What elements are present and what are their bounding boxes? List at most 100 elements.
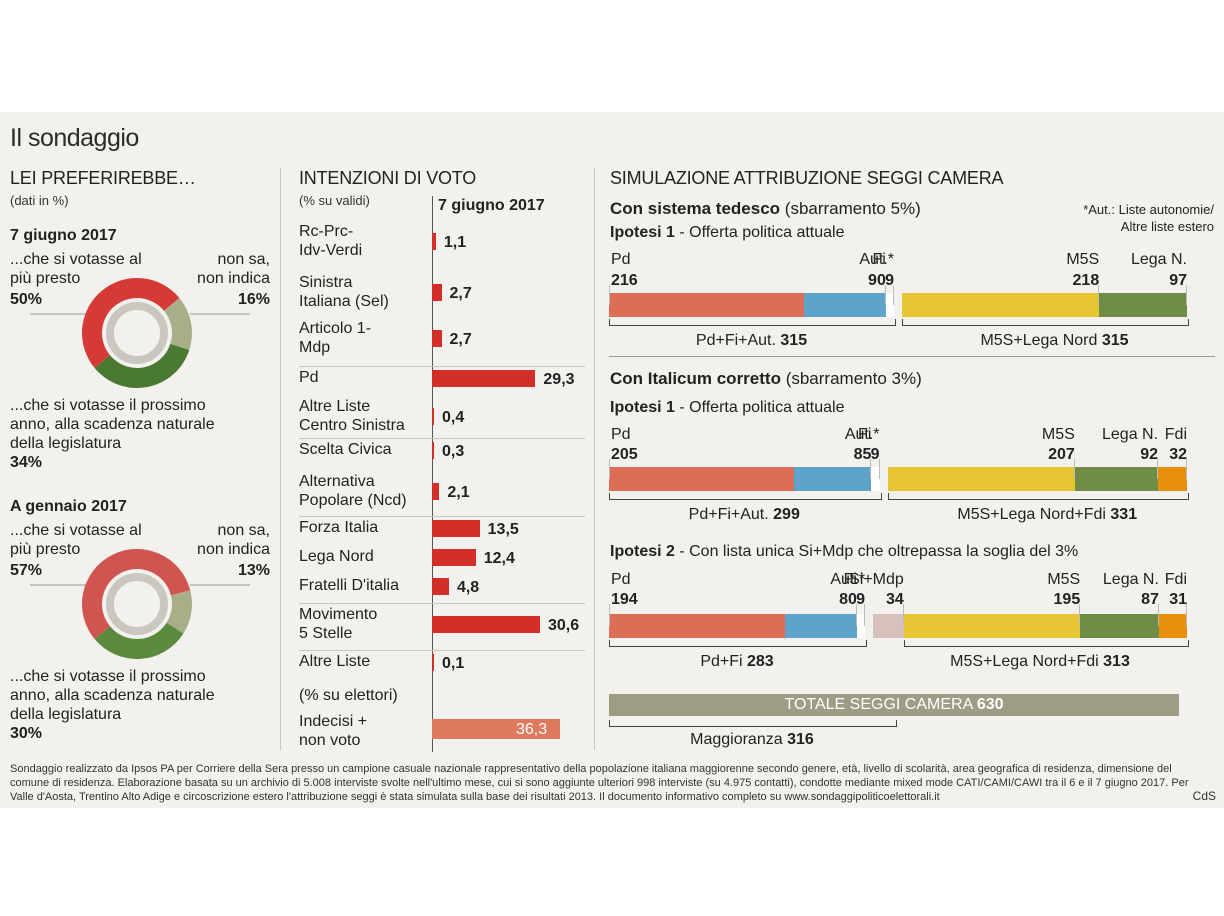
hypothesis: Ipotesi 1 - Offerta politica attuale [610, 224, 844, 242]
party-seats: 216 [611, 272, 638, 289]
party-seats: 80 [839, 591, 857, 608]
party-label: Pd [299, 368, 319, 387]
vote-bar [432, 233, 436, 250]
party-label-line: Centro Sinistra [299, 417, 405, 434]
vote-value: 13,5 [487, 521, 519, 538]
coalition-bracket-left [609, 493, 882, 500]
row-separator [299, 650, 585, 651]
column-divider-right [594, 168, 595, 750]
coalition-total-left: Pd+Fi 283 [700, 652, 773, 671]
party-label-line: Popolare (Ncd) [299, 492, 407, 509]
middle-subheading: (% su validi) [299, 193, 370, 208]
electoral-system: Con Italicum corretto (sbarramento 3%) [610, 369, 922, 389]
vote-value: 0,3 [442, 443, 465, 460]
party-label: Articolo 1- Mdp [299, 319, 371, 357]
block-date: A gennaio 2017 [10, 498, 127, 515]
seat-segment [902, 293, 1100, 317]
segment-tick [878, 459, 880, 479]
party-seats: 9 [870, 446, 880, 463]
party-label-line: Rc-Prc- [299, 223, 354, 240]
segment-tick [1073, 459, 1075, 479]
vote-bar [432, 442, 434, 459]
coalition-total-left: Pd+Fi+Aut. 299 [689, 505, 800, 524]
party-name: Lega N. [1130, 251, 1187, 268]
party-label-line: Altre Liste [299, 398, 371, 415]
seat-segment [1158, 467, 1187, 491]
segment-tick [1098, 285, 1100, 305]
majority-bracket [609, 720, 897, 727]
middle-date: 7 giugno 2017 [438, 197, 545, 214]
middle-heading: INTENZIONI DI VOTO [299, 168, 477, 188]
segment-tick [902, 604, 904, 626]
block-date: 7 giugno 2017 [10, 227, 117, 244]
option-dontknow-value: 16% [237, 291, 270, 308]
coalition-total-left: Pd+Fi+Aut. 315 [696, 331, 807, 350]
coalition-bracket-right [902, 319, 1189, 326]
seat-segment [856, 614, 866, 638]
majority-value: 316 [787, 731, 814, 748]
party-seats: 92 [1140, 446, 1159, 463]
vote-bar [432, 483, 440, 500]
party-seats: 31 [1169, 591, 1187, 608]
party-label: Sinistra Italiana (Sel) [299, 273, 389, 311]
party-label: Alternativa Popolare (Ncd) [299, 472, 407, 510]
aut-footnote: *Aut.: Liste autonomie/ Altre liste este… [1083, 201, 1214, 235]
seat-segment [871, 467, 880, 491]
party-seats: 207 [1048, 446, 1075, 463]
hypothesis-name: Ipotesi 1 [610, 224, 675, 241]
vote-bar [432, 549, 476, 566]
aut-footnote-line: Altre liste estero [1120, 219, 1214, 234]
option-soon-label: ...che si votasse al più presto [10, 521, 142, 559]
party-name: Fdi [1164, 426, 1187, 443]
seat-segment [1158, 614, 1187, 638]
hypothesis-desc: - Offerta politica attuale [674, 399, 845, 416]
party-label: Altre Liste [299, 652, 370, 671]
vote-bar [432, 408, 434, 425]
segment-tick [855, 604, 857, 626]
party-name: Lega N. [1102, 571, 1159, 588]
segment-tick [884, 285, 886, 305]
party-label-line: Articolo 1- [299, 320, 372, 337]
coalition-name: M5S+Lega Nord+Fdi [957, 506, 1111, 523]
right-heading: SIMULAZIONE ATTRIBUZIONE SEGGI CAMERA [610, 168, 1004, 188]
vote-value: 29,3 [543, 371, 575, 388]
party-label: Fratelli D'italia [299, 576, 399, 595]
hypothesis-desc: - Offerta politica attuale [674, 224, 845, 241]
seat-segment [609, 614, 785, 638]
seat-segment [609, 467, 795, 491]
electors-label: (% su elettori) [299, 687, 398, 704]
party-seats: 85 [853, 446, 872, 463]
coalition-bracket-left [609, 640, 868, 647]
party-label: Altre Liste Centro Sinistra [299, 397, 405, 435]
bar-axis [432, 196, 433, 752]
undecided-label-line: Indecisi + [299, 713, 368, 730]
coalition-bracket-right [887, 493, 1189, 500]
coalition-name: M5S+Lega Nord+Fdi [950, 653, 1104, 670]
row-separator [299, 516, 585, 517]
vote-value: 0,1 [442, 655, 465, 672]
electoral-system: Con sistema tedesco (sbarramento 5%) [610, 199, 921, 219]
party-label-line: Mdp [299, 339, 331, 356]
scenario-separator [609, 356, 1215, 357]
seat-segment [873, 614, 904, 638]
party-label-line: Lega Nord [299, 548, 374, 565]
total-value: 630 [976, 696, 1004, 713]
row-separator [299, 438, 585, 439]
party-name: Fi [858, 426, 872, 443]
row-separator [299, 603, 585, 604]
hypothesis-name: Ipotesi 1 [610, 399, 675, 416]
system-name: Con sistema tedesco [610, 199, 781, 218]
party-name: Aut.* [830, 571, 866, 588]
party-label-line: 5 Stelle [299, 625, 353, 642]
party-label-line: Italiana (Sel) [299, 293, 389, 310]
segment-tick [1157, 604, 1159, 626]
party-seats: 9 [885, 272, 894, 289]
vote-value: 1,1 [443, 234, 467, 251]
label-line: ...che si votasse al [10, 522, 142, 539]
coalition-seats: 315 [1101, 332, 1129, 349]
coalition-name: Pd+Fi+Aut. [688, 506, 774, 523]
party-name: Aut.* [859, 251, 894, 268]
system-name: Con Italicum corretto [610, 369, 781, 388]
segment-tick [1186, 459, 1187, 479]
option-dontknow-value: 13% [237, 562, 270, 579]
